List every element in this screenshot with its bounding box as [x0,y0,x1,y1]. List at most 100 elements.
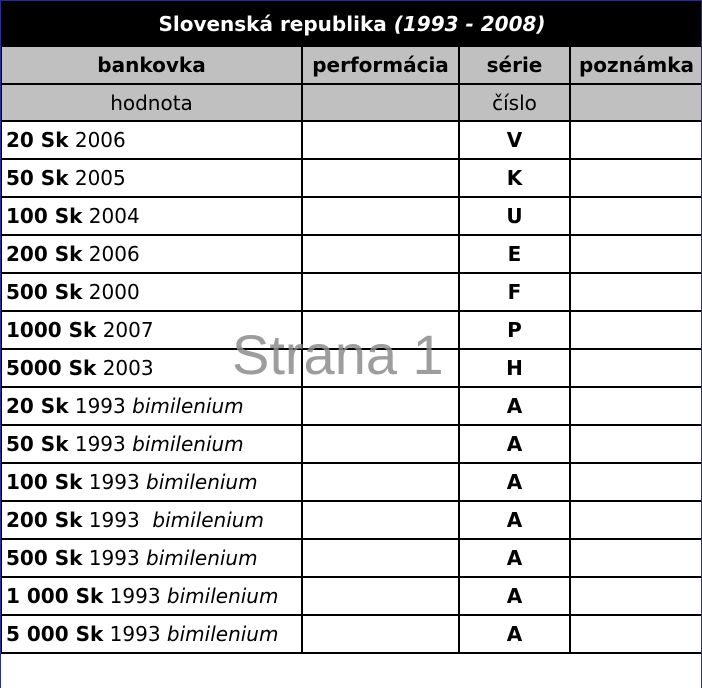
banknote-value: 500 Sk [6,280,83,304]
poznamka-cell[interactable] [569,500,702,540]
banknote-value: 5 000 Sk [6,622,104,646]
table-row: 100 Sk 1993 bimilenium A [0,462,702,502]
banknote-cell[interactable]: 200 Sk 2006 [0,234,303,274]
poznamka-cell[interactable] [569,538,702,578]
series-cell[interactable]: A [458,538,571,578]
subheader-empty [569,83,702,122]
series-cell[interactable]: A [458,500,571,540]
banknote-cell[interactable]: 500 Sk 1993 bimilenium [0,538,303,578]
series-cell[interactable]: V [458,120,571,160]
banknote-cell[interactable]: 1000 Sk 2007 [0,310,303,350]
banknote-note: bimilenium [152,508,264,532]
table-row: 200 Sk 2006 E [0,234,702,274]
banknote-cell[interactable]: 100 Sk 1993 bimilenium [0,462,303,502]
performacia-cell[interactable] [301,424,460,464]
banknote-cell[interactable]: 50 Sk 2005 [0,158,303,198]
header-row: bankovka performácia série poznámka [0,45,702,85]
performacia-cell[interactable] [301,614,460,654]
performacia-cell[interactable] [301,310,460,350]
banknote-year: 2000 [88,280,140,304]
banknote-value: 20 Sk [6,394,69,418]
performacia-cell[interactable] [301,348,460,388]
poznamka-cell[interactable] [569,576,702,616]
table-row: 200 Sk 1993 bimilenium A [0,500,702,540]
poznamka-cell[interactable] [569,462,702,502]
series-cell[interactable]: H [458,348,571,388]
banknote-cell[interactable]: 20 Sk 2006 [0,120,303,160]
banknote-cell[interactable]: 5000 Sk 2003 [0,348,303,388]
series-cell[interactable]: U [458,196,571,236]
banknote-cell[interactable]: 50 Sk 1993 bimilenium [0,424,303,464]
performacia-cell[interactable] [301,538,460,578]
banknote-year: 2004 [88,204,140,228]
banknote-year: 2003 [102,356,154,380]
banknote-cell[interactable]: 1 000 Sk 1993 bimilenium [0,576,303,616]
performacia-cell[interactable] [301,158,460,198]
banknote-value: 1 000 Sk [6,584,104,608]
performacia-cell[interactable] [301,462,460,502]
performacia-cell[interactable] [301,234,460,274]
title-row: Slovenská republika (1993 - 2008) [0,0,702,47]
poznamka-cell[interactable] [569,272,702,312]
series-cell[interactable]: E [458,234,571,274]
performacia-cell[interactable] [301,386,460,426]
banknote-table: Slovenská republika (1993 - 2008) bankov… [0,0,702,654]
title-main: Slovenská republika [158,11,387,36]
banknote-cell[interactable]: 20 Sk 1993 bimilenium [0,386,303,426]
banknote-note: bimilenium [166,622,279,646]
poznamka-cell[interactable] [569,158,702,198]
poznamka-cell[interactable] [569,196,702,236]
series-cell[interactable]: F [458,272,571,312]
performacia-cell[interactable] [301,500,460,540]
banknote-year: 2007 [102,318,154,342]
banknote-cell[interactable]: 200 Sk 1993 bimilenium [0,500,303,540]
banknote-value: 50 Sk [6,166,69,190]
header-performacia: performácia [301,45,460,85]
table-row: 20 Sk 2006 V [0,120,702,160]
poznamka-cell[interactable] [569,386,702,426]
series-cell[interactable]: P [458,310,571,350]
banknote-value: 50 Sk [6,432,69,456]
performacia-cell[interactable] [301,196,460,236]
banknote-value: 5000 Sk [6,356,97,380]
poznamka-cell[interactable] [569,348,702,388]
series-cell[interactable]: A [458,424,571,464]
banknote-year: 2005 [74,166,126,190]
title-period: (1993 - 2008) [393,11,546,36]
subheader-cislo: číslo [458,83,571,122]
banknote-value: 100 Sk [6,470,83,494]
banknote-note: bimilenium [166,584,279,608]
poznamka-cell[interactable] [569,310,702,350]
series-cell[interactable]: K [458,158,571,198]
banknote-note: bimilenium [146,470,258,494]
banknote-year: 2006 [88,242,140,266]
performacia-cell[interactable] [301,120,460,160]
header-poznamka: poznámka [569,45,702,85]
table-row: 100 Sk 2004 U [0,196,702,236]
poznamka-cell[interactable] [569,234,702,274]
banknote-value: 200 Sk [6,508,83,532]
banknote-value: 20 Sk [6,128,69,152]
series-cell[interactable]: A [458,576,571,616]
banknote-year: 1993 [74,394,126,418]
poznamka-cell[interactable] [569,120,702,160]
banknote-cell[interactable]: 5 000 Sk 1993 bimilenium [0,614,303,654]
banknote-year: 1993 [88,470,140,494]
banknote-year: 1993 [88,508,147,532]
banknote-cell[interactable]: 100 Sk 2004 [0,196,303,236]
series-cell[interactable]: A [458,386,571,426]
header-serie: série [458,45,571,85]
series-cell[interactable]: A [458,462,571,502]
banknote-cell[interactable]: 500 Sk 2000 [0,272,303,312]
poznamka-cell[interactable] [569,424,702,464]
performacia-cell[interactable] [301,576,460,616]
banknote-value: 500 Sk [6,546,83,570]
series-cell[interactable]: A [458,614,571,654]
subheader-hodnota: hodnota [0,83,303,122]
subheader-empty [301,83,460,122]
performacia-cell[interactable] [301,272,460,312]
table-row: 1000 Sk 2007 P [0,310,702,350]
banknote-year: 2006 [74,128,126,152]
table-row: 5 000 Sk 1993 bimilenium A [0,614,702,654]
